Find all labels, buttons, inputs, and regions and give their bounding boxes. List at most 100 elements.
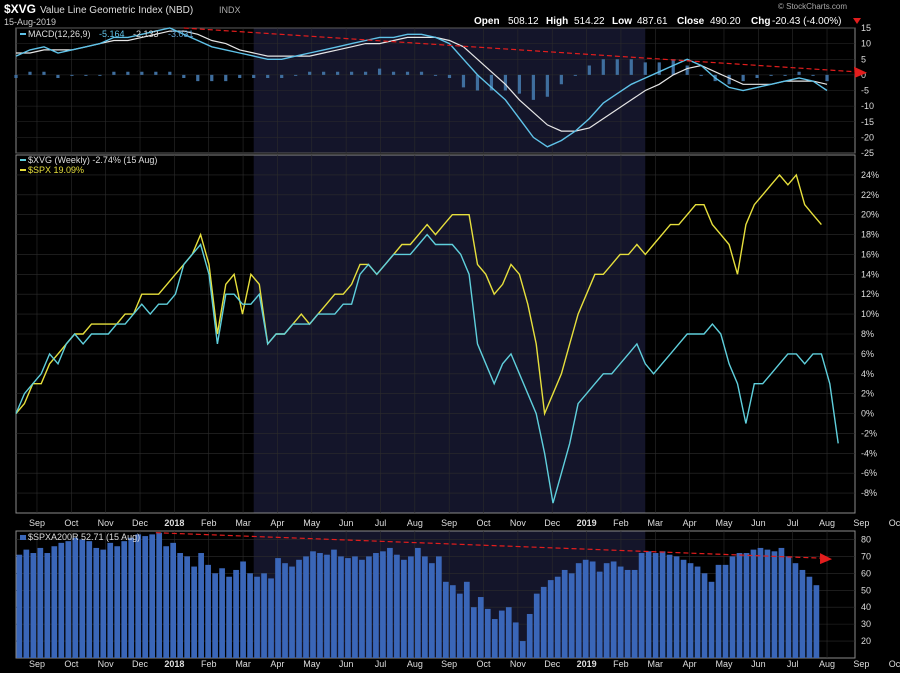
macd-histogram-bar xyxy=(643,62,647,75)
y-tick-label: 14% xyxy=(861,269,879,279)
breadth-bar xyxy=(135,534,142,658)
x-tick-label: 2018 xyxy=(164,659,184,669)
breadth-bar xyxy=(708,581,715,658)
macd-histogram-bar xyxy=(517,74,521,94)
macd-histogram-bar xyxy=(308,71,312,75)
breadth-bar xyxy=(128,537,135,658)
y-tick-label: 10 xyxy=(861,39,871,49)
macd-histogram-bar xyxy=(475,74,480,91)
breadth-bar xyxy=(449,585,456,658)
macd-histogram-bar xyxy=(545,74,549,97)
breadth-bar xyxy=(687,563,694,658)
x-tick-label: Oct xyxy=(889,518,900,528)
breadth-bar xyxy=(806,576,813,658)
x-tick-label: Apr xyxy=(270,659,284,669)
x-tick-label: Sep xyxy=(853,659,869,669)
x-tick-label: Jul xyxy=(787,659,799,669)
breadth-bar xyxy=(610,561,617,658)
breadth-bar xyxy=(261,573,267,658)
y-tick-label: 10% xyxy=(861,309,879,319)
breadth-bar xyxy=(596,571,603,658)
breadth-bar xyxy=(373,553,379,658)
breadth-bar xyxy=(526,613,533,658)
y-tick-label: -10 xyxy=(861,101,874,111)
x-tick-label: Apr xyxy=(270,518,284,528)
x-tick-label: Jul xyxy=(375,518,387,528)
y-tick-label: 20 xyxy=(861,636,871,646)
macd-value: -5.164 xyxy=(99,29,125,39)
breadth-bar xyxy=(701,573,708,658)
macd-histogram-bar xyxy=(294,74,298,76)
breadth-bar xyxy=(505,607,512,658)
svg-text:Close: Close xyxy=(677,16,705,27)
y-tick-label: 24% xyxy=(861,170,879,180)
x-tick-label: Sep xyxy=(29,518,45,528)
xvg-legend: $XVG (Weekly) -2.74% (15 Aug) xyxy=(28,155,157,165)
macd-histogram-bar xyxy=(447,74,452,78)
macd-histogram-bar xyxy=(615,59,619,75)
breadth-bar xyxy=(72,537,79,658)
breadth-bar xyxy=(519,641,526,658)
breadth-bar xyxy=(121,541,128,658)
breadth-bar xyxy=(23,549,30,658)
y-tick-label: 4% xyxy=(861,369,874,379)
breadth-bar xyxy=(415,547,421,658)
x-tick-label: Feb xyxy=(201,518,217,528)
svg-text:-20.43 (-4.00%): -20.43 (-4.00%) xyxy=(772,16,841,27)
macd-histogram-bar xyxy=(405,71,410,75)
y-tick-label: 16% xyxy=(861,249,879,259)
breadth-bar xyxy=(547,580,554,658)
macd-legend: MACD(12,26,9) -5.164 -2.133 -3.031 xyxy=(20,29,194,39)
macd-histogram-bar xyxy=(811,74,815,76)
signal-value: -2.133 xyxy=(133,29,159,39)
breadth-bar xyxy=(359,559,365,658)
breadth-bar xyxy=(624,569,631,658)
macd-panel: 15 10 5 0 -5 -10 -15 -20 -25 xyxy=(14,23,874,158)
y-tick-label: 30 xyxy=(861,619,871,629)
breadth-bar xyxy=(408,556,414,658)
macd-histogram-bar xyxy=(28,71,32,75)
breadth-bar xyxy=(338,556,344,658)
breadth-bar xyxy=(247,573,253,658)
symbol: $XVG xyxy=(4,2,36,16)
breadth-bar xyxy=(512,622,519,658)
breadth-bar xyxy=(603,563,610,658)
macd-histogram-bar xyxy=(741,74,745,82)
breadth-bar xyxy=(813,585,820,658)
x-tick-label: Feb xyxy=(613,659,629,669)
macd-trendline xyxy=(183,27,856,73)
spx-line xyxy=(15,173,822,417)
breadth-bar xyxy=(561,569,568,658)
breadth-bar xyxy=(778,547,785,658)
y-tick-label: 2% xyxy=(861,389,874,399)
y-tick-label: -20 xyxy=(861,132,874,142)
x-tick-label: May xyxy=(715,518,733,528)
x-tick-label: 2019 xyxy=(577,659,597,669)
macd-label: MACD(12,26,9) xyxy=(28,29,91,39)
x-tick-label: Dec xyxy=(132,659,149,669)
x-tick-label: Oct xyxy=(64,659,79,669)
macd-histogram-bar xyxy=(84,74,88,76)
breadth-bar xyxy=(331,549,337,658)
breadth-bar xyxy=(366,556,372,658)
macd-histogram-bar xyxy=(769,74,773,76)
breadth-bar xyxy=(436,556,442,658)
breadth-bar xyxy=(198,553,204,658)
spx-legend: $SPX 19.09% xyxy=(28,165,84,175)
macd-histogram-bar xyxy=(559,74,563,85)
x-tick-label: Jun xyxy=(339,518,354,528)
breadth-bar xyxy=(163,546,170,658)
macd-histogram-bar xyxy=(140,71,144,75)
breadth-bar xyxy=(694,566,701,658)
y-tick-label: 15 xyxy=(861,23,871,33)
x-tick-label: Feb xyxy=(613,518,629,528)
macd-histogram-bar xyxy=(126,71,130,75)
y-tick-label: -8% xyxy=(861,488,877,498)
x-tick-label: Mar xyxy=(648,518,664,528)
macd-histogram-bar xyxy=(671,59,675,75)
macd-histogram-bar xyxy=(14,74,18,78)
y-tick-label: 60 xyxy=(861,568,871,578)
y-tick-label: 80 xyxy=(861,534,871,544)
breadth-bar xyxy=(470,607,477,658)
